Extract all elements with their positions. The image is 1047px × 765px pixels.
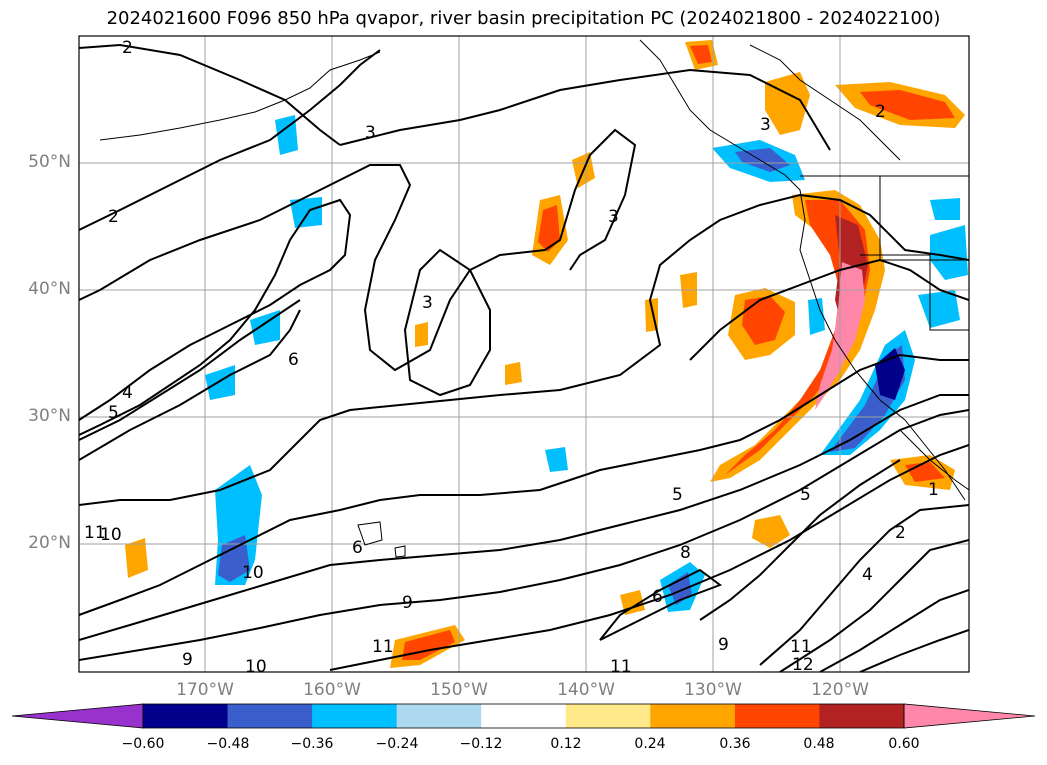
lat-label: 30°N [28,406,71,426]
contour-label: 1 [928,480,939,500]
negative-region-west-inner [218,535,250,582]
positive-region-top-inner [690,45,712,64]
colorbar-tick: 0.24 [634,736,666,752]
colorbar-tick: −0.48 [206,736,250,752]
contour-label: 4 [122,383,133,403]
contour-label: 2 [875,102,886,122]
contour-label: 9 [402,593,413,613]
contour-label: 5 [800,485,811,505]
colorbar-tick: 0.60 [888,736,920,752]
lat-label: 40°N [28,279,71,299]
map-plot: 2 2 2 3 3 3 3 4 5 5 6 6 8 9 9 10 10 10 1… [78,35,970,677]
lon-label: 170°W [176,680,234,700]
colorbar-segment [565,704,651,728]
colorbar-segment [481,704,567,728]
colorbar-segment [143,704,229,728]
contour-label: 3 [422,293,433,313]
colorbar-segment [734,704,820,728]
colorbar-segment [227,704,313,728]
contour-label: 11 [84,523,106,543]
negative-region-east2 [918,290,960,328]
coastlines [99,39,969,558]
positive-region-mid-ne-inner [742,296,785,345]
positive-region-mid [505,362,522,385]
negative-region-w3 [275,115,298,155]
negative-region-w4 [205,365,235,400]
lat-label: 50°N [28,152,71,172]
positive-region-s [752,515,790,548]
contour-label: 11 [790,637,812,657]
lon-label: 120°W [811,680,869,700]
contour-label: 6 [352,538,363,558]
colorbar-extend-high [903,703,1036,729]
colorbar-segment [312,704,398,728]
positive-region-central-inner [538,205,560,252]
contour-label: 11 [610,657,632,677]
contour-label: 2 [895,523,906,543]
contour-label: 3 [608,207,619,227]
contour-label: 8 [680,543,691,563]
contour-label: 5 [672,485,683,505]
colorbar-tick: 0.36 [719,736,751,752]
lon-label: 130°W [684,680,742,700]
contour-label: 12 [792,655,814,675]
colorbar-segment [650,704,736,728]
colorbar-extend-low [11,703,144,729]
colorbar-segment [396,704,482,728]
colorbar-tick: −0.24 [375,736,419,752]
colorbar-tick: −0.60 [121,736,165,752]
negative-region-w2 [290,197,322,228]
plot-frame [78,35,970,673]
lon-label: 150°W [430,680,488,700]
contour-label: 2 [122,38,133,58]
graticule [79,36,969,672]
colorbar-tick: 0.12 [550,736,582,752]
lon-label: 140°W [557,680,615,700]
contour-label: 6 [652,587,663,607]
contour-label: 5 [108,403,119,423]
contour-label: 10 [242,563,264,583]
colorbar-segment [819,704,905,728]
contour-label: 10 [245,657,267,677]
contour-label: 9 [718,635,729,655]
contour-label: 9 [182,650,193,670]
colorbar-tick: 0.48 [803,736,835,752]
contour-label: 2 [108,207,119,227]
contour-label: 3 [760,115,771,135]
negative-region-east3 [930,198,960,220]
colorbar-tick: −0.36 [290,736,334,752]
lat-label: 20°N [28,533,71,553]
contour-label: 6 [288,350,299,370]
qvapor-contours [79,43,969,672]
map-title: 2024021600 F096 850 hPa qvapor, river ba… [106,8,941,29]
contour-label: 10 [100,525,122,545]
positive-region-ne-inner [860,90,955,120]
contour-label: 4 [862,565,873,585]
contour-label: 11 [372,637,394,657]
negative-region-mid2 [808,298,825,335]
contour-label-layer: 2 2 2 3 3 3 3 4 5 5 6 6 8 9 9 10 10 10 1… [84,38,939,677]
lon-label: 160°W [303,680,361,700]
contour-label: 3 [365,123,376,143]
positive-region-w [125,538,148,578]
negative-region-east [930,225,968,280]
positive-region-small1 [415,322,428,347]
negative-region-north-inner [735,148,790,172]
colorbar-tick: −0.12 [459,736,503,752]
colorbar [11,703,1036,729]
negative-region-mid [545,447,568,472]
